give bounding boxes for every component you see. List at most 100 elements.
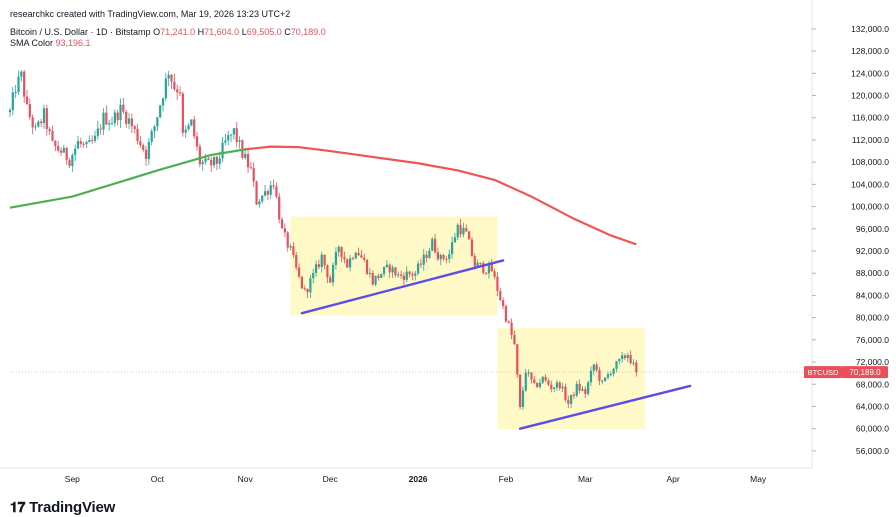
candle (450, 236, 454, 259)
candle-body (510, 322, 513, 336)
candle (329, 274, 332, 283)
candle (76, 135, 80, 149)
candle (550, 380, 553, 393)
candle (490, 259, 493, 272)
x-tick-label: Sep (65, 474, 80, 484)
candle (626, 352, 629, 363)
candle-body (156, 117, 159, 127)
candle (635, 360, 638, 377)
symbol-legend[interactable]: Bitcoin / U.S. Dollar · 1D · Bitstamp O7… (10, 27, 326, 37)
candle-body (306, 288, 309, 293)
x-tick-label: Oct (151, 474, 165, 484)
candle-body (459, 224, 462, 235)
candle-body (76, 141, 80, 149)
y-tick-label: 64,000.0 (856, 401, 889, 411)
candle-body (210, 159, 213, 166)
candle (300, 276, 303, 290)
candle-body (292, 246, 295, 256)
candle-body (419, 263, 423, 265)
candle-body (91, 139, 94, 141)
candle-body (499, 290, 502, 301)
candle-body (116, 112, 119, 121)
candle-body (470, 239, 474, 257)
candle-body (40, 121, 43, 124)
candle-body (85, 142, 88, 145)
candle-body (31, 117, 34, 128)
candle (314, 260, 318, 277)
candle-body (122, 104, 125, 112)
candle (266, 189, 269, 201)
candle (164, 72, 167, 102)
sma-legend[interactable]: SMA Color 93,196.1 (10, 38, 91, 48)
ohlc-open: 71,241.0 (160, 27, 196, 37)
last-price-label: 70,189.0 (849, 368, 881, 377)
candle (159, 104, 162, 119)
candle (181, 91, 184, 137)
y-tick-label: 112,000.0 (852, 135, 889, 145)
tradingview-brand[interactable]: 𝟏𝟕 TradingView (10, 499, 115, 516)
candle (210, 157, 213, 172)
candle (354, 251, 357, 260)
candle-body (309, 278, 312, 293)
candle (544, 374, 547, 383)
candle-body (354, 252, 357, 259)
candle-body (167, 74, 170, 79)
candle (23, 69, 26, 103)
candle-body (340, 246, 343, 257)
candle-body (161, 98, 165, 106)
candle-body (125, 111, 128, 124)
candle-body (411, 274, 414, 276)
sma-value: 93,196.1 (55, 38, 91, 48)
candle (122, 98, 125, 115)
consolidation-boxes (290, 216, 645, 430)
candle-body (181, 93, 184, 133)
candle-body (388, 264, 391, 273)
candle-body (164, 78, 167, 99)
candle-body (57, 146, 60, 151)
candle (45, 104, 48, 136)
candle (306, 288, 309, 298)
candle (632, 359, 635, 366)
candle-body (232, 128, 235, 135)
y-tick-label: 104,000.0 (851, 179, 889, 189)
candle-body (385, 264, 389, 268)
candle (54, 140, 57, 152)
candle-body (456, 224, 459, 238)
candle (309, 274, 312, 298)
candle (119, 98, 122, 128)
candlestick-series (8, 69, 638, 410)
candle-body (448, 254, 451, 259)
candle (255, 180, 258, 205)
candle (176, 84, 179, 101)
candle (96, 120, 99, 140)
candle-body (394, 267, 397, 276)
candle-body (329, 277, 332, 283)
candle (48, 126, 51, 135)
candle-body (201, 161, 204, 165)
candle-body (414, 273, 417, 276)
candle (484, 272, 488, 276)
candle (190, 119, 193, 127)
candle (207, 156, 210, 161)
candle (85, 140, 88, 149)
candle (59, 147, 63, 156)
candle (414, 271, 417, 281)
candle-body (269, 185, 272, 195)
candle-body (516, 344, 519, 375)
candle-body (351, 258, 355, 260)
candle (275, 182, 278, 199)
candle-body (37, 121, 40, 127)
y-tick-label: 124,000.0 (851, 68, 889, 78)
candle-body (8, 109, 12, 113)
candle-body (320, 254, 323, 268)
candle (592, 363, 595, 376)
candle (363, 253, 366, 263)
candle-body (604, 377, 607, 381)
candle-body (215, 156, 218, 164)
candle (42, 104, 46, 129)
candle (178, 86, 182, 97)
candle (581, 385, 584, 392)
candle-body (289, 246, 292, 248)
candle-body (524, 372, 527, 391)
